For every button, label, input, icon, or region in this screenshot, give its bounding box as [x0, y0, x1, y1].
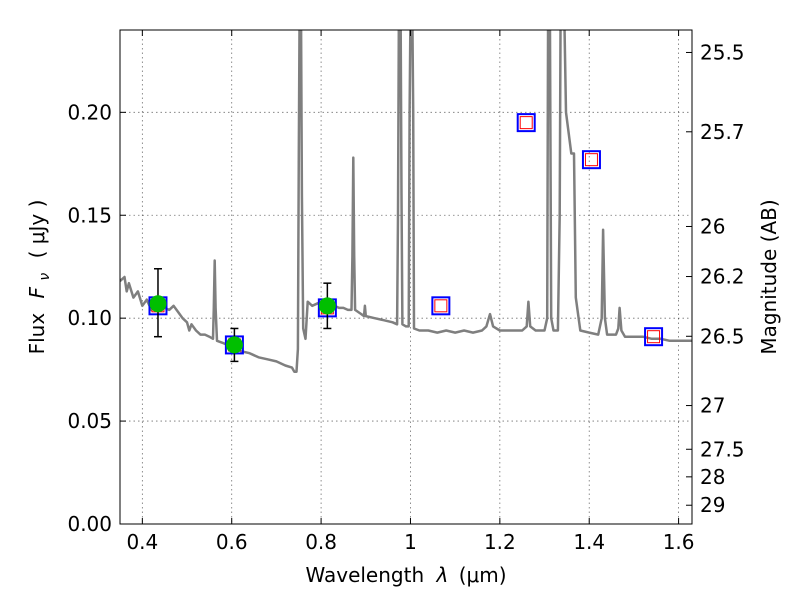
y2-tick-label: 27.5	[700, 437, 745, 461]
model-box-outer	[431, 296, 451, 316]
tick-layer: 0.4 0.6 0.8 1 1.2 1.4 1.6 0.00 0.05 0.10 0.15 0.20 2…	[67, 30, 745, 554]
y-tick-label: 0.15	[67, 203, 112, 227]
marker-layer	[148, 113, 664, 363]
spectrum-line	[120, 30, 692, 373]
y-axis-label-symbol: F	[25, 286, 49, 298]
y-tick-label: 0.05	[67, 409, 112, 433]
model-box-outer	[644, 327, 664, 347]
y-axis-label-unit: ( μJy )	[25, 200, 49, 259]
x-tick-label: 0.4	[126, 530, 158, 554]
model-box-inner	[519, 116, 533, 130]
detection-point	[225, 336, 243, 354]
y2-tick-label: 25.7	[700, 120, 745, 144]
y-tick-label: 0.20	[67, 100, 112, 124]
x-tick-label: 1.2	[484, 530, 516, 554]
y2-tick-label: 27	[700, 394, 725, 418]
detection-point	[318, 297, 336, 315]
detection-point	[149, 295, 167, 313]
model-box-outer	[516, 113, 536, 133]
model-box-outer	[581, 150, 601, 170]
y2-tick-label: 26	[700, 214, 725, 238]
x-tick-label: 1.4	[573, 530, 605, 554]
x-axis-label-symbol: λ	[436, 563, 449, 587]
grid-layer	[120, 30, 692, 524]
y-axis-label-subscript: ν	[37, 273, 53, 281]
model-box-inner	[647, 330, 661, 344]
y2-tick-label: 26.2	[700, 265, 745, 289]
x-tick-label: 0.6	[216, 530, 248, 554]
plot-frame	[119, 29, 693, 525]
y2-tick-label: 26.5	[700, 324, 745, 348]
x-axis-label-text: Wavelength	[305, 563, 424, 587]
y2-tick-label: 28	[700, 465, 725, 489]
y-axis-label-text: Flux	[25, 313, 49, 355]
model-box-inner	[584, 153, 598, 167]
x-tick-label: 1.6	[663, 530, 695, 554]
x-tick-label: 0.8	[305, 530, 337, 554]
y2-axis-label: Magnitude (AB)	[757, 199, 781, 354]
x-axis-label-unit: (μm)	[459, 563, 507, 587]
y-axis-label: Flux F ν ( μJy )	[25, 200, 54, 355]
model-box-inner	[434, 299, 448, 313]
y-tick-label: 0.00	[67, 512, 112, 536]
y-tick-label: 0.10	[67, 306, 112, 330]
x-axis-label: Wavelength λ (μm)	[305, 563, 506, 587]
y2-tick-label: 25.5	[700, 40, 745, 64]
spectrum-layer	[120, 30, 692, 373]
x-tick-label: 1	[404, 530, 417, 554]
y2-tick-label: 29	[700, 493, 725, 517]
